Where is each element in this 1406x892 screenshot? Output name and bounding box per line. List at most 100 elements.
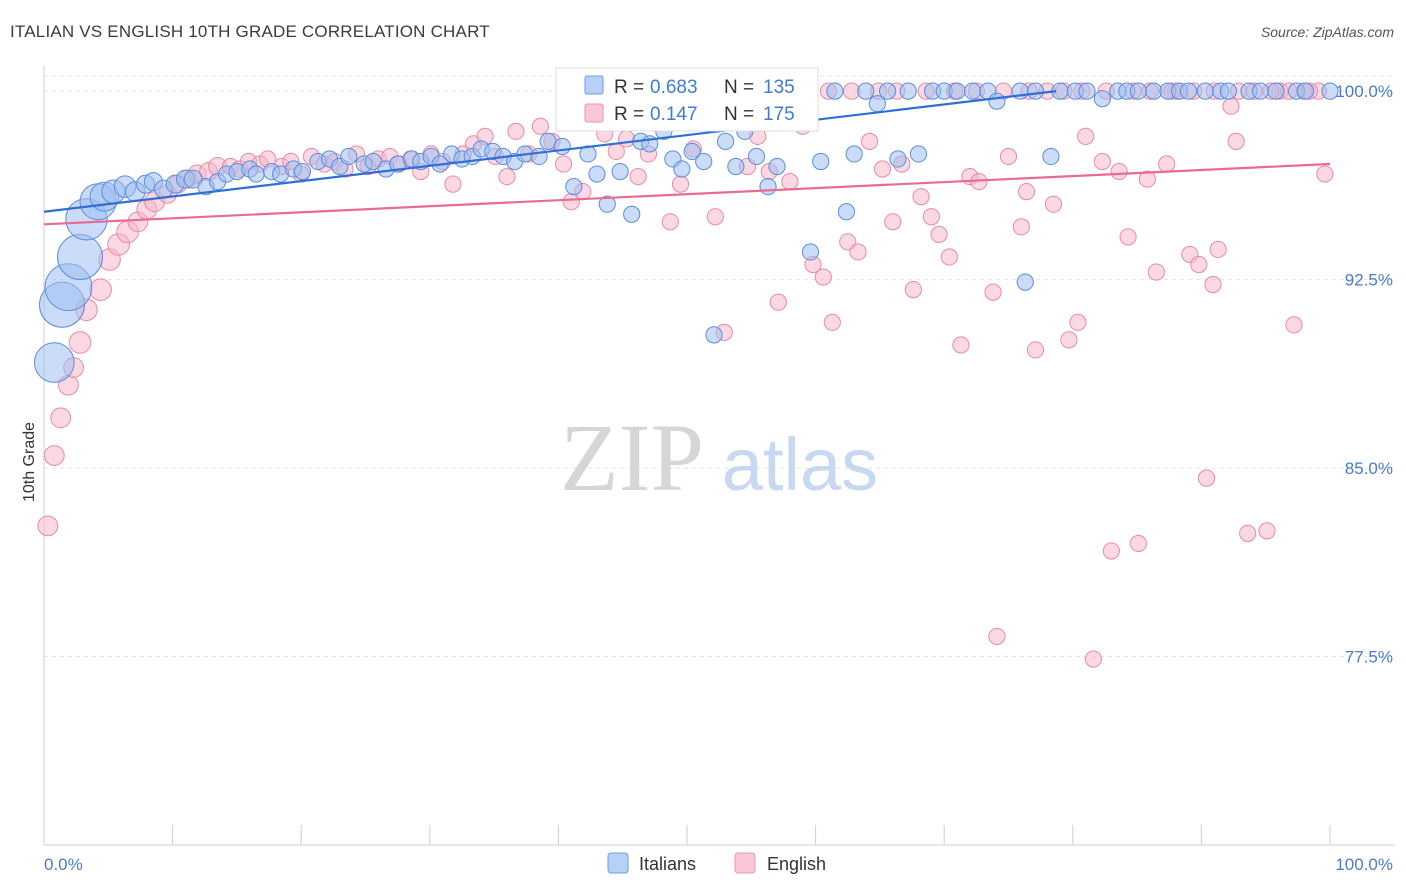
legend-bottom: Italians English [607, 852, 826, 874]
legend-english-icon [734, 852, 756, 874]
italians-trend-line [43, 90, 1057, 213]
english-point-91 [984, 283, 1002, 301]
english-point-5 [68, 331, 92, 354]
italians-point-53 [611, 162, 629, 181]
italians-point-68 [768, 157, 786, 176]
italians-point-74 [837, 203, 856, 221]
legend-english-label: English [767, 854, 826, 874]
italians-point-79 [889, 150, 907, 168]
italians-point-52 [598, 195, 616, 213]
watermark: ZIP atlas [560, 404, 878, 511]
italians-point-21 [247, 165, 265, 183]
italians-point-107 [1251, 82, 1270, 100]
english-point-76 [823, 313, 841, 331]
english-point-2 [50, 407, 72, 429]
english-point-112 [1190, 255, 1208, 274]
italians-point-51 [588, 165, 606, 183]
english-point-61 [661, 213, 679, 231]
english-point-105 [1119, 228, 1137, 246]
watermark-zip: ZIP [560, 404, 704, 511]
italians-point-80 [899, 82, 917, 100]
italians-point-103 [1196, 82, 1214, 100]
italians-point-105 [1219, 82, 1238, 100]
chart-title: ITALIAN VS ENGLISH 10TH GRADE CORRELATIO… [10, 22, 490, 41]
source-label: Source: ZipAtlas.com [1260, 24, 1394, 40]
italians-point-73 [826, 82, 844, 100]
english-point-94 [1012, 218, 1030, 236]
italians-point-76 [857, 82, 875, 100]
legend-n-value-2: 175 [763, 104, 795, 125]
english-point-58 [629, 167, 647, 186]
italians-point-62 [705, 326, 723, 344]
y-axis-label: 10th Grade [21, 422, 38, 502]
italians-point-90 [1026, 82, 1045, 100]
italians-point-54 [623, 205, 641, 223]
y-tick-label-0: 100.0% [1335, 82, 1393, 101]
italians-point-94 [1078, 82, 1096, 100]
english-point-41 [444, 175, 462, 193]
english-point-109 [1158, 155, 1176, 173]
english-point-102 [1093, 152, 1111, 171]
axes [43, 66, 1395, 846]
english-point-97 [1044, 195, 1063, 213]
legend-italians-label: Italians [639, 854, 696, 874]
italians-point-72 [812, 152, 830, 171]
italians-point-49 [565, 178, 583, 196]
english-point-83 [904, 281, 922, 299]
english-point-113 [1197, 469, 1216, 487]
italians-point-67 [759, 178, 777, 196]
italians-point-31 [364, 152, 382, 171]
english-point-103 [1102, 542, 1120, 560]
italians-point-66 [747, 147, 766, 166]
english-point-116 [1222, 97, 1240, 115]
english-point-92 [988, 627, 1006, 646]
italians-point-98 [1129, 82, 1147, 100]
english-point-108 [1147, 263, 1165, 281]
italians-point-64 [727, 157, 745, 176]
italians-point-111 [1321, 82, 1339, 100]
english-point-78 [849, 243, 867, 261]
english-point-106 [1129, 534, 1147, 553]
english-point-71 [769, 293, 787, 311]
english-point-86 [930, 225, 948, 243]
english-point-49 [531, 117, 549, 135]
english-point-107 [1138, 170, 1156, 188]
english-point-7 [89, 278, 112, 301]
italians-point-25 [293, 162, 312, 181]
watermark-atlas: atlas [722, 423, 878, 506]
italians-point-3 [57, 233, 104, 280]
legend-n-label-2: N = [724, 104, 754, 125]
english-point-57 [617, 130, 636, 148]
english-point-115 [1209, 240, 1227, 259]
italians-point-102 [1179, 82, 1198, 100]
english-point-62 [671, 175, 690, 193]
english-point-65 [706, 208, 724, 226]
italians-point-60 [683, 142, 701, 161]
english-point-93 [999, 147, 1018, 166]
english-point-80 [873, 160, 892, 178]
english-point-118 [1239, 524, 1257, 543]
english-point-119 [1258, 522, 1276, 540]
x-tick-label-0: 0.0% [44, 855, 83, 874]
legend-r-label-1: R = [614, 77, 644, 98]
italians-point-0 [33, 342, 75, 383]
legend-r-label-2: R = [614, 104, 644, 125]
italians-point-46 [530, 147, 548, 166]
english-point-77 [839, 233, 857, 251]
legend-top: R = 0.683 N = 135 R = 0.147 N = 175 [555, 67, 819, 132]
legend-n-value-1: 135 [763, 77, 795, 98]
english-point-87 [940, 248, 958, 266]
english-point-104 [1110, 162, 1128, 181]
english-point-124 [1316, 165, 1334, 183]
english-point-98 [1060, 331, 1078, 349]
legend-r-value-2: 0.147 [650, 104, 698, 125]
italians-point-87 [988, 92, 1006, 110]
italians-point-84 [948, 82, 966, 100]
english-point-88 [952, 336, 970, 354]
english-point-0 [37, 515, 59, 537]
x-tick-label-1: 100.0% [1335, 855, 1393, 874]
english-point-117 [1227, 132, 1245, 150]
italians-point-59 [673, 160, 691, 178]
english-point-95 [1017, 183, 1036, 201]
